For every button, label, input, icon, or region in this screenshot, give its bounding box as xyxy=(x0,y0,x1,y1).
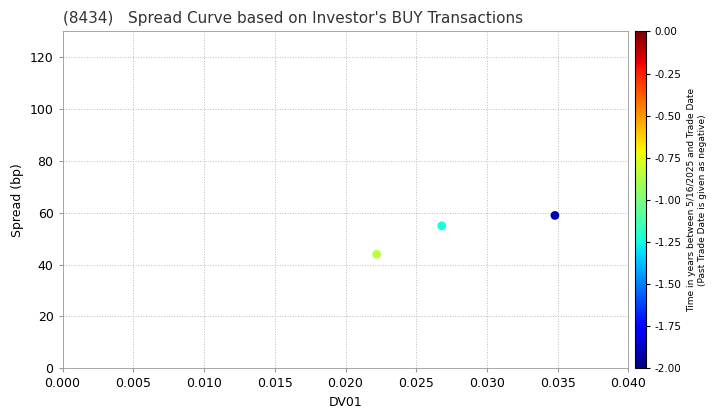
Y-axis label: Time in years between 5/16/2025 and Trade Date
(Past Trade Date is given as nega: Time in years between 5/16/2025 and Trad… xyxy=(688,88,707,312)
Point xyxy=(371,251,382,257)
Point xyxy=(549,212,561,219)
Text: (8434)   Spread Curve based on Investor's BUY Transactions: (8434) Spread Curve based on Investor's … xyxy=(63,11,523,26)
Point xyxy=(436,223,448,229)
X-axis label: DV01: DV01 xyxy=(328,396,362,409)
Y-axis label: Spread (bp): Spread (bp) xyxy=(11,163,24,237)
